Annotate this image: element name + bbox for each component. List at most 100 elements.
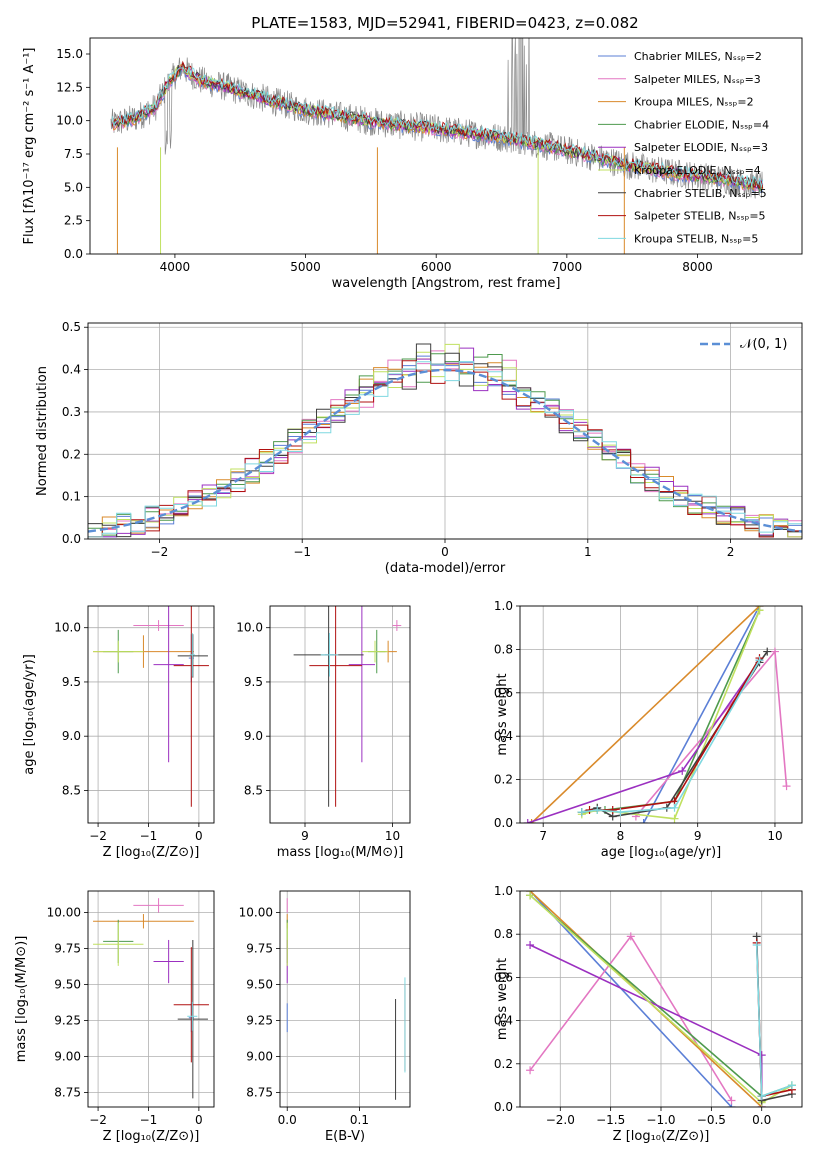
- axes-frame: [269, 605, 411, 824]
- y-tick-label: 0.3: [62, 405, 81, 419]
- y-tick-label: 0.2: [494, 1057, 513, 1071]
- axes-frame: [87, 890, 215, 1108]
- x-tick-label: 9: [694, 829, 702, 843]
- x-tick-label: 1: [584, 545, 592, 559]
- x-tick-label: −1: [293, 545, 311, 559]
- weight-line: [581, 609, 761, 813]
- x-tick-label: 4000: [160, 260, 191, 274]
- y-tick-label: 8.75: [246, 1086, 273, 1100]
- axes-frame: [87, 605, 215, 824]
- x-tick-label: 0: [195, 1113, 203, 1127]
- x-tick-label: 10: [767, 829, 782, 843]
- weight-marker: [787, 1081, 796, 1090]
- age_vs_Z-plot-area: [93, 606, 209, 807]
- y-tick-label: 9.0: [244, 729, 263, 743]
- y-tick-label: 0.4: [494, 729, 513, 743]
- normal-curve: [88, 368, 802, 533]
- y-tick-label: 9.75: [246, 942, 273, 956]
- x-axis-label: mass [log₁₀(M/M⊙)]: [277, 845, 404, 860]
- legend-entry: Chabrier MILES, Nₛₛₚ=2: [634, 50, 762, 63]
- weight-marker: [727, 1096, 736, 1105]
- y-tick-label: 9.00: [54, 1050, 81, 1064]
- x-axis-label: (data-model)/error: [385, 561, 506, 576]
- y-tick-label: 0.0: [494, 816, 513, 830]
- x-tick-label: −2: [151, 545, 169, 559]
- x-tick-label: 7: [539, 829, 547, 843]
- residual-histogram: [88, 360, 802, 538]
- y-tick-label: 0.0: [494, 1100, 513, 1114]
- y-axis-label: Flux [fλ10⁻¹⁷ erg cm⁻² s⁻¹ A⁻¹]: [22, 48, 37, 245]
- y-tick-label: 8.75: [54, 1086, 81, 1100]
- x-tick-label: −1: [140, 1113, 158, 1127]
- mass_vs_Z-plot-area: [93, 898, 209, 1099]
- legend-entry: Salpeter STELIB, Nₛₛₚ=5: [634, 210, 766, 223]
- y-tick-label: 10.00: [47, 906, 81, 920]
- x-tick-label: 8: [617, 829, 625, 843]
- x-axis-label: Z [log₁₀(Z/Z⊙)]: [103, 1129, 200, 1144]
- y-tick-label: 0.6: [494, 970, 513, 984]
- y-tick-label: 9.00: [246, 1050, 273, 1064]
- weight-marker: [608, 805, 617, 814]
- weight-marker: [526, 891, 535, 900]
- weight-marker: [755, 656, 764, 665]
- x-tick-label: −1.0: [646, 1113, 675, 1127]
- y-tick-label: 5.0: [64, 180, 83, 194]
- weight-marker: [752, 941, 761, 949]
- axes-frame: [89, 37, 803, 255]
- weight-line: [581, 609, 761, 820]
- weight-marker: [782, 782, 791, 791]
- weight-line: [531, 606, 761, 823]
- y-tick-label: 9.0: [62, 729, 81, 743]
- weight-marker: [527, 819, 536, 823]
- weight_vs_Z-axes: −2.0 −1.5 −1.0 −0.5 0.0 0.0 0.2 0.4 0.6 0.8 1.0 Z […: [494, 884, 803, 1144]
- y-tick-label: 2.5: [64, 214, 83, 228]
- x-tick-label: 7000: [552, 260, 583, 274]
- weight_vs_Z-plot-area: [526, 891, 796, 1107]
- y-tick-label: 9.25: [54, 1014, 81, 1028]
- legend-entry: 𝒩(0, 1): [740, 337, 787, 352]
- x-tick-label: 0.0: [278, 1113, 297, 1127]
- y-axis-label: mass [log₁₀(M/M⊙)]: [14, 936, 29, 1063]
- legend-entry: Salpeter MILES, Nₛₛₚ=3: [634, 73, 761, 86]
- weight-marker: [639, 819, 648, 823]
- y-tick-label: 8.5: [244, 783, 263, 797]
- weight-marker: [526, 1066, 535, 1075]
- y-tick-label: 10.0: [236, 621, 263, 635]
- weight_vs_age-axes: 7 8 9 10 0.0 0.2 0.4 0.6 0.8 1.0 age [log₁₀(age/yr…: [494, 599, 803, 860]
- y-tick-label: 12.5: [56, 80, 83, 94]
- legend-entry: Kroupa MILES, Nₛₛₚ=2: [634, 96, 754, 109]
- mass_vs_EBV-axes: 0.0 0.1 8.75 9.00 9.25 9.50 9.75 10.00 E(B-V): [239, 890, 411, 1144]
- x-tick-label: 0: [441, 545, 449, 559]
- x-axis-label: wavelength [Angstrom, rest frame]: [332, 276, 561, 291]
- spectrum-plot-area: [110, 38, 764, 254]
- legend-entry: Salpeter ELODIE, Nₛₛₚ=3: [634, 141, 768, 154]
- x-axis-label: E(B-V): [325, 1129, 365, 1144]
- y-tick-label: 0.6: [494, 686, 513, 700]
- x-tick-label: 2: [727, 545, 735, 559]
- age_vs_mass-plot-area: [293, 606, 402, 807]
- age_vs_mass-axes: 9 10 8.5 9.0 9.5 10.0 mass [log₁₀(M/M⊙)]: [236, 605, 411, 860]
- axes-frame: [519, 605, 803, 824]
- weight-marker: [616, 808, 625, 817]
- x-tick-label: 10: [385, 829, 400, 843]
- weight-line: [529, 944, 763, 1107]
- weight-line: [527, 659, 761, 823]
- x-tick-label: 8000: [682, 260, 713, 274]
- legend-entry: Kroupa ELODIE, Nₛₛₚ=4: [634, 164, 761, 177]
- residual-histogram: [88, 361, 802, 538]
- residuals-axes: −2 −1 0 1 2 0.0 0.1 0.2 0.3 0.4 0.5 (data-model)/er…: [35, 320, 803, 576]
- y-tick-label: 10.0: [54, 621, 81, 635]
- weight-line: [581, 651, 768, 818]
- weight-line: [635, 649, 788, 818]
- y-axis-label: mass weight: [495, 958, 510, 1040]
- x-tick-label: 0.0: [752, 1113, 771, 1127]
- x-axis-label: Z [log₁₀(Z/Z⊙)]: [613, 1129, 710, 1144]
- y-tick-label: 0.0: [64, 247, 83, 261]
- age_vs_Z-axes: −2 −1 0 8.5 9.0 9.5 10.0 Z [log₁₀(Z/Z⊙)] age [lo…: [22, 605, 215, 860]
- x-tick-label: −0.5: [697, 1113, 726, 1127]
- residual-histogram: [88, 343, 802, 538]
- y-tick-label: 1.0: [494, 884, 513, 898]
- weight-marker: [670, 803, 679, 812]
- weight-line: [529, 891, 733, 1107]
- legend-entry: Chabrier STELIB, Nₛₛₚ=5: [634, 187, 767, 200]
